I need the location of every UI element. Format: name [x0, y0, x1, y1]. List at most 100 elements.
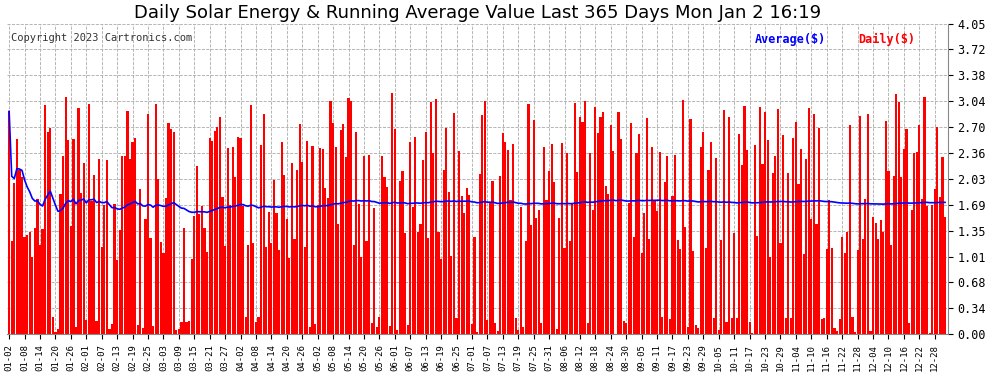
- Bar: [37, 199, 39, 334]
- Bar: [132, 142, 134, 334]
- Bar: [193, 216, 195, 334]
- Bar: [926, 206, 929, 334]
- Bar: [481, 115, 483, 334]
- Bar: [937, 127, 939, 334]
- Bar: [211, 141, 214, 334]
- Bar: [734, 233, 736, 334]
- Bar: [373, 208, 375, 334]
- Bar: [792, 138, 794, 334]
- Bar: [360, 257, 362, 334]
- Bar: [325, 188, 327, 334]
- Bar: [420, 224, 422, 334]
- Bar: [859, 116, 861, 334]
- Bar: [880, 220, 882, 334]
- Bar: [170, 129, 172, 334]
- Bar: [568, 241, 571, 334]
- Bar: [702, 132, 705, 334]
- Bar: [165, 198, 167, 334]
- Bar: [843, 253, 845, 334]
- Bar: [69, 226, 72, 334]
- Bar: [24, 237, 26, 334]
- Bar: [204, 228, 206, 334]
- Bar: [427, 238, 430, 334]
- Bar: [59, 194, 61, 334]
- Bar: [137, 325, 139, 334]
- Bar: [11, 241, 13, 334]
- Bar: [242, 206, 245, 334]
- Bar: [90, 201, 92, 334]
- Bar: [62, 156, 64, 334]
- Bar: [697, 328, 699, 334]
- Bar: [237, 136, 239, 334]
- Bar: [309, 327, 311, 334]
- Bar: [939, 197, 940, 334]
- Bar: [631, 123, 633, 334]
- Bar: [235, 177, 237, 334]
- Bar: [813, 114, 815, 334]
- Bar: [741, 165, 743, 334]
- Bar: [16, 139, 18, 334]
- Bar: [447, 192, 449, 334]
- Bar: [721, 240, 723, 334]
- Bar: [149, 238, 151, 334]
- Bar: [856, 250, 858, 334]
- Bar: [357, 204, 360, 334]
- Bar: [108, 329, 111, 334]
- Text: Copyright 2023 Cartronics.com: Copyright 2023 Cartronics.com: [11, 33, 192, 43]
- Bar: [265, 247, 267, 334]
- Bar: [391, 93, 393, 334]
- Bar: [658, 152, 660, 334]
- Bar: [319, 148, 322, 334]
- Bar: [50, 128, 51, 334]
- Bar: [777, 109, 779, 334]
- Bar: [728, 117, 731, 334]
- Bar: [839, 319, 841, 334]
- Bar: [599, 117, 602, 334]
- Title: Daily Solar Energy & Running Average Value Last 365 Days Mon Jan 2 16:19: Daily Solar Energy & Running Average Val…: [134, 4, 821, 22]
- Bar: [240, 138, 242, 334]
- Bar: [517, 330, 520, 334]
- Bar: [538, 210, 540, 334]
- Bar: [869, 331, 871, 334]
- Bar: [386, 187, 388, 334]
- Bar: [756, 236, 758, 334]
- Bar: [674, 154, 676, 334]
- Bar: [507, 150, 509, 334]
- Bar: [322, 149, 324, 334]
- Bar: [376, 327, 378, 334]
- Bar: [275, 213, 277, 334]
- Bar: [692, 251, 694, 334]
- Bar: [64, 98, 66, 334]
- Bar: [13, 183, 16, 334]
- Bar: [848, 125, 851, 334]
- Bar: [718, 330, 720, 334]
- Bar: [178, 328, 180, 334]
- Bar: [586, 323, 589, 334]
- Bar: [705, 248, 707, 334]
- Bar: [689, 120, 692, 334]
- Bar: [404, 233, 406, 334]
- Bar: [103, 205, 105, 334]
- Bar: [350, 101, 352, 334]
- Bar: [710, 142, 712, 334]
- Bar: [93, 175, 95, 334]
- Bar: [260, 145, 262, 334]
- Bar: [446, 128, 447, 334]
- Bar: [145, 219, 147, 334]
- Bar: [254, 322, 257, 334]
- Bar: [808, 108, 810, 334]
- Bar: [605, 186, 607, 334]
- Bar: [121, 156, 124, 334]
- Bar: [365, 241, 367, 334]
- Bar: [684, 226, 686, 334]
- Bar: [911, 210, 913, 334]
- Bar: [19, 170, 21, 334]
- Bar: [101, 247, 103, 334]
- Bar: [594, 107, 596, 334]
- Bar: [766, 140, 768, 334]
- Bar: [797, 184, 800, 334]
- Bar: [523, 327, 525, 334]
- Bar: [769, 257, 771, 334]
- Bar: [44, 105, 47, 334]
- Bar: [54, 332, 56, 334]
